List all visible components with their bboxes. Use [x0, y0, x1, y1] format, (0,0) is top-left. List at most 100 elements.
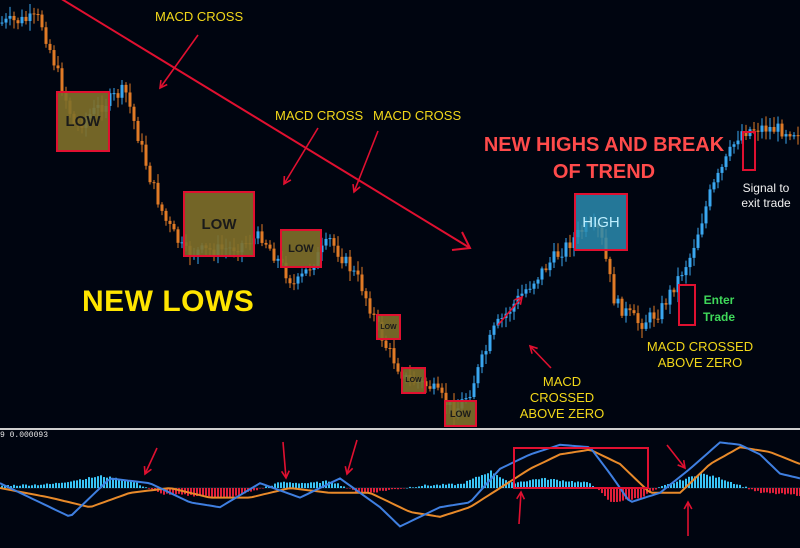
candle-body: [172, 223, 176, 230]
candle-body: [704, 206, 708, 224]
histogram-bar: [214, 488, 216, 498]
histogram-bar: [313, 482, 315, 488]
histogram-bar: [538, 479, 540, 488]
candle-body: [140, 140, 144, 145]
candle-body: [120, 84, 124, 98]
histogram-bar: [73, 480, 75, 488]
histogram-bar: [376, 488, 378, 493]
arrow-macd-cross-2: [283, 127, 319, 186]
histogram-bar: [685, 478, 687, 488]
histogram-bar: [358, 488, 360, 494]
histogram-bar: [586, 482, 588, 488]
histogram-bar: [259, 488, 261, 489]
candle-body: [264, 242, 268, 245]
candle-body: [0, 22, 4, 24]
candle-body: [640, 323, 644, 329]
histogram-bar: [670, 483, 672, 488]
histogram-bar: [400, 488, 402, 489]
candle-body: [440, 387, 444, 393]
histogram-bar: [574, 482, 576, 488]
histogram-bar: [127, 480, 129, 488]
histogram-bar: [79, 479, 81, 488]
histogram-bar: [76, 480, 78, 488]
histogram-bar: [256, 488, 258, 491]
histogram-bar: [748, 488, 750, 490]
candle-body: [260, 231, 264, 243]
histogram-bar: [526, 481, 528, 488]
candle-body: [744, 131, 748, 137]
histogram-bar: [583, 481, 585, 488]
macd-line: [0, 441, 800, 528]
histogram-bar: [235, 488, 237, 496]
histogram-bar: [763, 488, 765, 493]
candle-body: [424, 381, 428, 387]
candle-body: [352, 270, 356, 272]
arrow-ind-3: [344, 439, 358, 476]
histogram-bar: [688, 476, 690, 488]
histogram-bar: [616, 488, 618, 502]
candle-body: [124, 84, 128, 93]
histogram-bar: [550, 479, 552, 488]
candle-body: [756, 130, 760, 132]
histogram-bar: [754, 488, 756, 492]
candle-body: [428, 386, 432, 389]
histogram-bar: [661, 486, 663, 488]
histogram-bar: [49, 484, 51, 488]
candle-body: [752, 129, 756, 131]
candle-body: [308, 269, 312, 271]
candle-body: [560, 256, 564, 258]
candle-body: [552, 251, 556, 263]
histogram-bar: [67, 482, 69, 488]
candle-body: [356, 270, 360, 275]
histogram-bar: [163, 488, 165, 495]
candle-body: [516, 295, 520, 304]
high-box: HIGH: [574, 193, 628, 251]
histogram-bar: [232, 488, 234, 497]
histogram-bar: [244, 488, 246, 494]
macd-cross-label-1: MACD CROSS: [155, 9, 244, 24]
histogram-bar: [217, 488, 219, 498]
histogram-bar: [64, 482, 66, 488]
histogram-bar: [700, 473, 702, 488]
histogram-bar: [292, 483, 294, 488]
candle-body: [468, 397, 472, 399]
candle-body: [656, 318, 660, 320]
candle-body: [536, 279, 540, 284]
low-box-3: LOW: [280, 229, 322, 268]
candle-body: [796, 135, 800, 137]
histogram-bar: [25, 484, 27, 488]
histogram-bar: [730, 481, 732, 488]
histogram-bar: [364, 488, 366, 493]
histogram-bar: [562, 480, 564, 488]
histogram-bar: [589, 483, 591, 488]
candle-body: [60, 68, 64, 93]
histogram-bar: [82, 479, 84, 488]
candle-body: [292, 283, 296, 285]
histogram-bar: [478, 476, 480, 488]
histogram-bar: [301, 482, 303, 488]
histogram-bar: [475, 476, 477, 488]
candle-body: [344, 256, 348, 264]
histogram-bar: [94, 477, 96, 488]
histogram-bar: [721, 479, 723, 488]
candle-body: [24, 16, 28, 22]
candle-body: [388, 347, 392, 349]
histogram-bar: [4, 485, 6, 488]
histogram-bar: [196, 488, 198, 497]
histogram-bar: [142, 486, 144, 488]
arrow-uptrend: [497, 295, 524, 326]
histogram-bar: [274, 483, 276, 488]
histogram-bar: [172, 488, 174, 494]
histogram-bar: [433, 485, 435, 488]
arrow-macd-crossed-1: [528, 344, 552, 369]
histogram-bar: [406, 487, 408, 489]
histogram-bar: [112, 478, 114, 488]
candle-body: [784, 134, 788, 137]
candle-body: [28, 13, 32, 22]
candle-body: [336, 245, 340, 257]
histogram-bar: [319, 483, 321, 488]
histogram-bar: [130, 480, 132, 488]
new-lows-label: NEW LOWS: [82, 285, 255, 318]
histogram-bar: [535, 479, 537, 488]
candle-body: [112, 93, 116, 95]
